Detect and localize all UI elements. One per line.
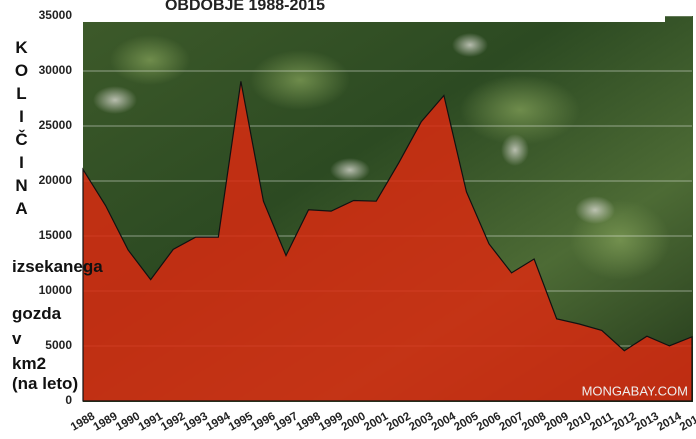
watermark: MONGABAY.COM	[582, 383, 688, 398]
y-tick-label: 0	[65, 393, 72, 407]
page: OBDOBJE 1988-2015 MONGABAY.COM 0 5000 1000…	[0, 0, 696, 439]
y-tick-label: 5000	[45, 338, 72, 352]
y-axis-label: izsekanega	[12, 258, 103, 276]
y-axis-label: gozda	[12, 305, 61, 323]
y-tick-label: 35000	[39, 8, 73, 22]
chart: OBDOBJE 1988-2015 MONGABAY.COM 0 5000 1000…	[0, 0, 696, 439]
y-axis-label: KOLIČINA	[12, 38, 30, 222]
y-axis-label: km2	[12, 355, 46, 373]
y-tick-label: 30000	[39, 63, 73, 77]
y-axis-label: (na leto)	[12, 375, 78, 393]
y-tick-label: 15000	[39, 228, 73, 242]
chart-title: OBDOBJE 1988-2015	[165, 0, 325, 14]
y-tick-label: 20000	[39, 173, 73, 187]
y-tick-label: 25000	[39, 118, 73, 132]
x-tick-label: 2015	[678, 410, 696, 433]
y-tick-label: 10000	[39, 283, 73, 297]
y-axis-label: v	[12, 330, 21, 348]
